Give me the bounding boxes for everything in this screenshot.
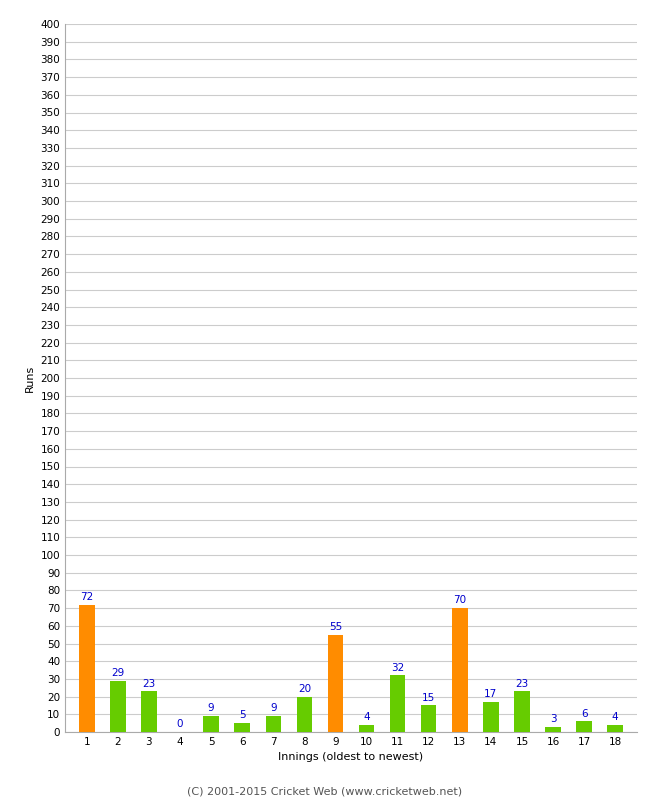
- Text: 15: 15: [422, 693, 436, 702]
- Bar: [421, 706, 437, 732]
- Bar: [296, 697, 312, 732]
- X-axis label: Innings (oldest to newest): Innings (oldest to newest): [278, 753, 424, 762]
- Bar: [452, 608, 467, 732]
- Text: 23: 23: [515, 678, 528, 689]
- Bar: [390, 675, 406, 732]
- Text: 23: 23: [142, 678, 155, 689]
- Bar: [608, 725, 623, 732]
- Text: (C) 2001-2015 Cricket Web (www.cricketweb.net): (C) 2001-2015 Cricket Web (www.cricketwe…: [187, 786, 463, 796]
- Bar: [483, 702, 499, 732]
- Bar: [545, 726, 561, 732]
- Text: 9: 9: [270, 703, 277, 714]
- Bar: [141, 691, 157, 732]
- Bar: [577, 722, 592, 732]
- Bar: [514, 691, 530, 732]
- Bar: [235, 723, 250, 732]
- Text: 17: 17: [484, 690, 497, 699]
- Text: 29: 29: [111, 668, 124, 678]
- Bar: [359, 725, 374, 732]
- Bar: [328, 634, 343, 732]
- Text: 72: 72: [80, 592, 94, 602]
- Y-axis label: Runs: Runs: [25, 364, 35, 392]
- Text: 4: 4: [363, 712, 370, 722]
- Text: 4: 4: [612, 712, 619, 722]
- Bar: [203, 716, 219, 732]
- Bar: [265, 716, 281, 732]
- Text: 9: 9: [208, 703, 214, 714]
- Text: 20: 20: [298, 684, 311, 694]
- Text: 5: 5: [239, 710, 246, 721]
- Bar: [79, 605, 94, 732]
- Bar: [110, 681, 125, 732]
- Text: 0: 0: [177, 719, 183, 730]
- Text: 32: 32: [391, 662, 404, 673]
- Text: 55: 55: [329, 622, 342, 632]
- Text: 3: 3: [550, 714, 556, 724]
- Text: 70: 70: [453, 595, 466, 606]
- Text: 6: 6: [581, 709, 588, 718]
